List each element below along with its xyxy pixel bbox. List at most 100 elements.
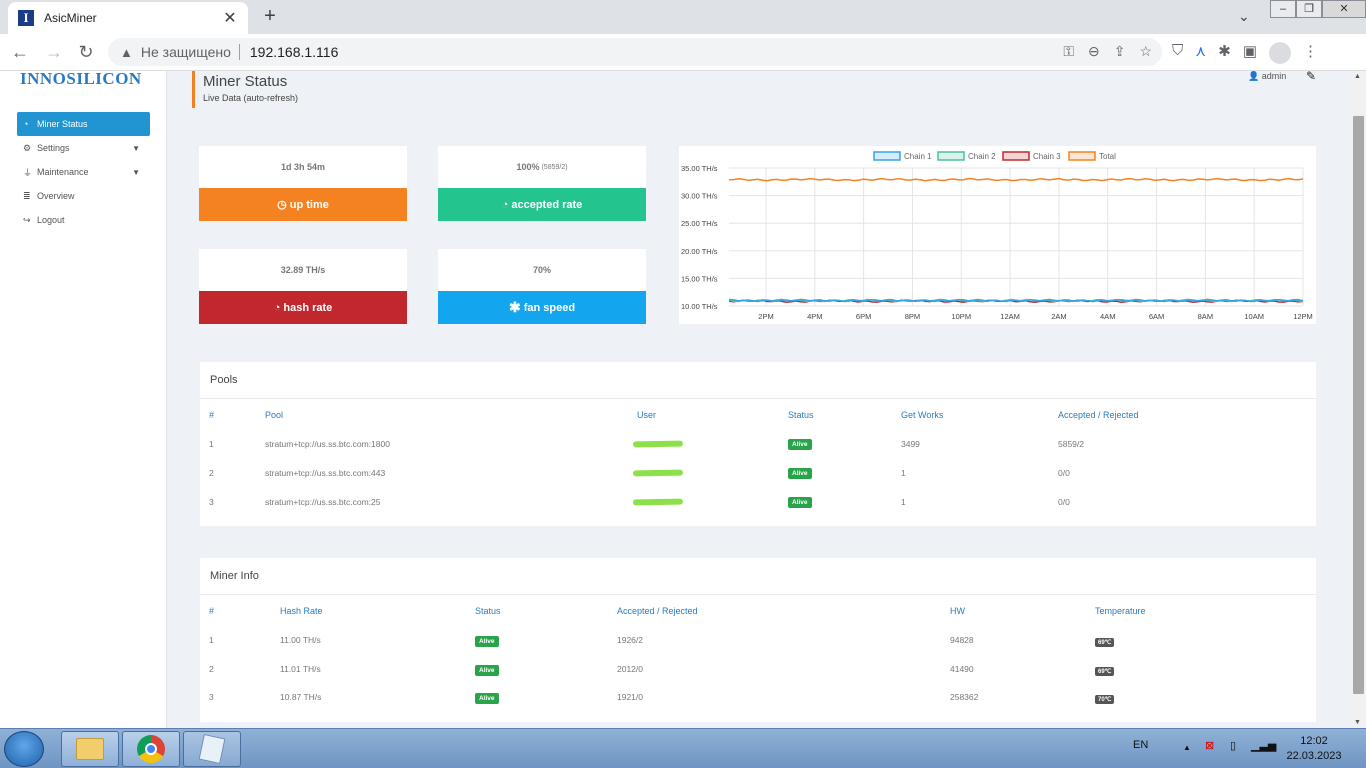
logout-icon: ↪	[23, 214, 31, 225]
scroll-down-icon[interactable]: ▼	[1354, 719, 1361, 726]
fan-speed-value: 70%	[532, 265, 551, 275]
pools-col-accrej[interactable]: Accepted / Rejected	[1058, 410, 1139, 420]
sidebar-item-label: Settings	[37, 143, 70, 153]
new-tab-button[interactable]: +	[264, 5, 276, 27]
chain-hashrate: 11.00 TH/s	[280, 635, 321, 645]
taskbar-notepad[interactable]	[183, 731, 241, 767]
miner-col-hashrate[interactable]: Hash Rate	[280, 606, 323, 616]
side-panel-icon[interactable]: ▣	[1242, 43, 1258, 60]
page-scrollbar[interactable]: ▲ ▼	[1351, 71, 1366, 728]
status-badge: Alive	[788, 468, 812, 479]
minimize-button[interactable]: –	[1270, 0, 1296, 18]
address-bar[interactable]: ▲ Не защищено 192.168.1.116 ⚿ ⊖ ⇪ ☆	[108, 38, 1162, 66]
user-menu[interactable]: 👤 admin	[1248, 71, 1286, 82]
chain-temp: 70℃	[1095, 693, 1115, 704]
caret-down-icon: ▼	[132, 143, 140, 153]
close-window-button[interactable]: ✕	[1322, 0, 1366, 18]
pools-col-status[interactable]: Status	[788, 410, 814, 420]
pool-user-redacted	[632, 468, 684, 478]
sidebar-item-miner-status[interactable]: ◔ Miner Status	[17, 112, 150, 136]
legend-label: Chain 1	[904, 152, 932, 161]
x-tick-label: 2AM	[1051, 312, 1066, 321]
forward-icon[interactable]: →	[45, 42, 63, 62]
y-tick-label: 25.00 TH/s	[681, 219, 718, 228]
pool-status: Alive	[788, 467, 812, 479]
sidebar-item-maintenance[interactable]: ⏚ Maintenance ▼	[17, 160, 150, 184]
taskbar-chrome[interactable]	[122, 731, 180, 767]
url-text[interactable]: 192.168.1.116	[249, 44, 339, 60]
legend-swatch	[1002, 151, 1030, 161]
tray-expand-icon[interactable]: ▲	[1183, 743, 1191, 752]
plug-icon: ⏚	[23, 167, 33, 178]
accepted-rate-label-bar: ◔ accepted rate	[438, 188, 646, 221]
zoom-icon[interactable]: ⊖	[1087, 43, 1100, 59]
warning-icon[interactable]: ▲	[120, 44, 133, 60]
miner-col-num[interactable]: #	[209, 606, 215, 616]
y-tick-label: 30.00 TH/s	[681, 192, 718, 201]
edit-icon[interactable]: ✎	[1306, 71, 1317, 83]
sidebar-item-logout[interactable]: ↪ Logout	[17, 208, 150, 232]
language-indicator[interactable]: EN	[1133, 739, 1149, 751]
tab-search-chevron-icon[interactable]: ⌄	[1238, 8, 1250, 24]
network-error-icon[interactable]: ⊠	[1205, 740, 1215, 752]
fan-speed-label: fan speed	[523, 301, 576, 314]
y-tick-label: 35.00 TH/s	[681, 164, 718, 173]
reload-icon[interactable]: ↻	[78, 42, 94, 62]
back-icon[interactable]: ←	[11, 42, 29, 62]
pool-user-redacted	[632, 497, 684, 507]
clock-time: 12:02	[1300, 735, 1328, 747]
miner-col-status[interactable]: Status	[475, 606, 501, 616]
gears-icon: ⚙	[23, 142, 32, 153]
windows-taskbar: EN ▲ ⊠ ▯ ▁▃▅ 12:02 22.03.2023	[0, 728, 1366, 768]
accepted-rate-detail: (5859/2)	[541, 163, 568, 171]
pools-col-pool[interactable]: Pool	[265, 410, 284, 420]
browser-tab[interactable]: I AsicMiner ✕	[8, 2, 248, 34]
pool-num: 2	[209, 468, 214, 478]
shield-extension-icon[interactable]: ⛉	[1172, 42, 1184, 59]
pools-col-user[interactable]: User	[637, 410, 657, 420]
profile-avatar[interactable]	[1269, 42, 1292, 64]
page-title: Miner Status	[203, 73, 288, 90]
pool-accrej: 5859/2	[1058, 439, 1084, 449]
page-header: Miner Status Live Data (auto-refresh)	[192, 71, 298, 108]
browser-tabstrip: I AsicMiner ✕ + ⌄ – ❐ ✕	[0, 0, 1366, 34]
status-badge: Alive	[475, 636, 499, 647]
miner-col-accrej[interactable]: Accepted / Rejected	[617, 606, 698, 616]
system-clock[interactable]: 12:02 22.03.2023	[1284, 734, 1344, 764]
share-icon[interactable]: ⇪	[1113, 43, 1126, 59]
taskbar-explorer[interactable]	[61, 731, 119, 767]
pool-getworks: 1	[901, 497, 906, 507]
pools-col-getworks[interactable]: Get Works	[901, 410, 944, 420]
close-tab-icon[interactable]: ✕	[223, 10, 237, 27]
page-subtitle: Live Data (auto-refresh)	[203, 93, 299, 103]
acrobat-extension-icon[interactable]: ⋏	[1195, 43, 1207, 60]
signal-icon[interactable]: ▁▃▅	[1251, 740, 1277, 752]
omnibox-divider	[238, 44, 240, 60]
clock-date: 22.03.2023	[1286, 750, 1342, 762]
puzzle-extensions-icon[interactable]: ✱	[1218, 43, 1231, 60]
miner-col-hw[interactable]: HW	[950, 606, 965, 616]
miner-col-temp[interactable]: Temperature	[1095, 606, 1146, 616]
username: admin	[1261, 71, 1287, 81]
battery-icon[interactable]: ▯	[1230, 740, 1237, 752]
status-badge: Alive	[788, 439, 812, 450]
sidebar-item-overview[interactable]: ≣ Overview	[17, 184, 150, 208]
status-badge: Alive	[475, 693, 499, 704]
restore-button[interactable]: ❐	[1296, 0, 1322, 18]
chrome-icon	[137, 735, 165, 763]
key-icon[interactable]: ⚿	[1063, 43, 1074, 59]
chain-hw: 94828	[950, 635, 974, 645]
chain-num: 1	[209, 635, 214, 645]
pools-col-num[interactable]: #	[209, 410, 215, 420]
pool-num: 1	[209, 439, 214, 449]
kebab-menu-icon[interactable]: ⋮	[1303, 43, 1319, 60]
chain-status: Alive	[475, 692, 499, 704]
favicon-icon: I	[18, 10, 34, 26]
bookmark-star-icon[interactable]: ☆	[1139, 43, 1152, 59]
scroll-up-icon[interactable]: ▲	[1354, 73, 1361, 80]
not-secure-label[interactable]: Не защищено	[140, 44, 231, 60]
hashrate-label-bar: ◔ hash rate	[199, 291, 407, 324]
start-button[interactable]	[4, 731, 44, 767]
sidebar-item-settings[interactable]: ⚙ Settings ▼	[17, 136, 150, 160]
scroll-thumb[interactable]	[1353, 116, 1364, 694]
